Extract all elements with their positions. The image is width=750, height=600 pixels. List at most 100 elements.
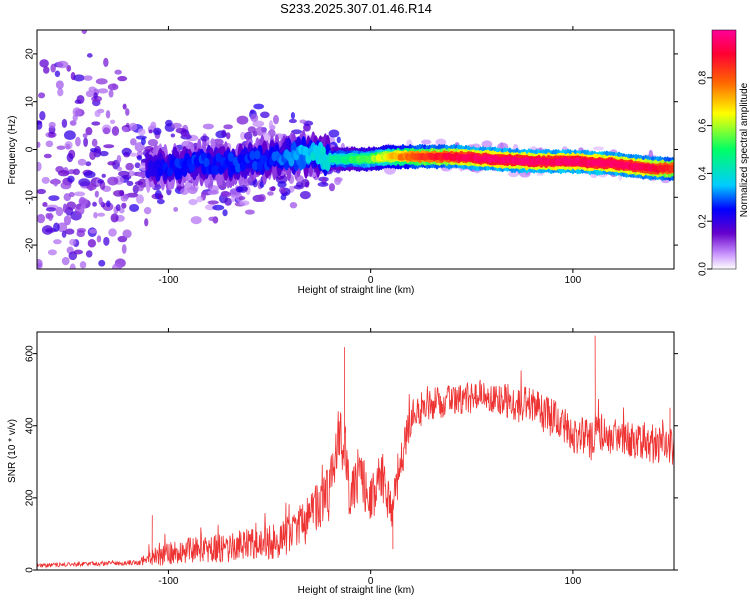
spectrogram-blob [78,178,91,187]
spectrogram-blob [129,152,138,157]
spectrogram-blob [103,57,109,68]
spectrogram-blob [129,203,140,212]
spectrogram-y-tick-label: -20 [25,237,36,252]
spectrogram-blob [122,126,130,133]
spectrogram-blob [121,244,127,254]
spectrogram-blob [39,59,49,68]
spectrogram-blob [134,181,144,186]
spectrogram-blob [50,63,56,73]
spectrogram-x-tick-label: -100 [158,275,178,286]
spectrogram-blob [112,263,122,269]
spectrogram-ridge-cell [230,163,237,174]
spectrogram-blob [109,119,116,125]
spectrogram-blob [101,310,112,319]
spectrogram-blob [212,204,225,211]
spectrogram-blob [99,150,109,157]
spectrogram-blob [236,186,244,193]
spectrogram-blob [181,132,191,138]
spectrogram-blob [73,74,85,82]
spectrogram-blob [98,196,103,205]
spectrogram-blob [328,183,336,192]
spectrogram-blob [130,138,137,146]
spectrogram-blob [45,140,54,148]
spectrogram-blob [144,218,149,227]
spectrogram-blob [63,215,72,226]
spectrogram-blob [180,187,189,196]
spectrogram-blob [135,194,144,204]
spectrogram-blob [317,182,329,187]
spectrogram-blob [132,184,139,194]
spectrogram-blob [121,202,127,209]
spectrogram-blob [267,191,274,196]
spectrogram-ridge-cell [218,165,225,175]
spectrogram-blob [114,69,122,75]
spectrogram-blob [97,212,106,217]
spectrogram-blob [96,235,102,243]
spectrogram-blob [80,204,87,210]
spectrogram-blob [288,118,297,124]
spectrogram-blob [301,179,310,188]
spectrogram-blob [85,127,93,136]
spectrogram-blob [244,209,255,215]
spectrogram-blob [108,300,119,309]
spectrogram-blob [48,195,60,202]
spectrogram-blob [91,121,101,126]
spectrogram-blob [280,194,287,201]
spectrogram-blob [53,178,59,187]
spectrogram-blob [190,216,202,225]
spectrogram-blob [116,166,123,172]
spectrogram-blob [127,170,136,177]
spectrogram-blob [54,70,61,78]
spectrogram-blob [92,201,97,207]
spectrogram-blob [221,129,227,138]
spectrogram-blob [236,115,249,125]
spectrogram-blob [87,238,97,248]
spectrogram-blob [62,203,67,213]
snr-frame [36,331,675,571]
spectrogram-blob [66,152,74,163]
spectrogram-blob [253,103,265,110]
spectrogram-blob [63,130,76,141]
spectrogram-blob [89,150,96,161]
spectrogram-blob [41,176,50,184]
spectrogram-blob [85,90,94,98]
spectrogram-blob [47,249,57,256]
colorbar-ticks: 0.0 0.2 0.4 0.6 0.8 [698,70,712,276]
spectrogram-blob [173,207,179,212]
spectrogram-y-tick-label: 0 [25,146,36,152]
spectrogram-blob [259,181,265,188]
spectrogram-blob [39,111,46,121]
spectrogram-blob [37,258,43,268]
spectrogram-blob [299,119,307,124]
spectrogram-blob [111,126,120,136]
spectrogram-blob [38,92,46,99]
colorbar-tick-label: 0.2 [698,214,709,228]
spectrogram-blob [299,190,311,200]
colorbar-tick-label: 0.8 [698,70,709,84]
spectrogram-blob [122,103,127,110]
spectrogram-ridge-cell [302,146,309,157]
spectrogram-blob [175,127,187,134]
spectrogram-blob [47,25,53,29]
spectrogram-blob [108,273,120,280]
spectrogram-blob [196,196,203,203]
spectrogram-blob [435,138,447,146]
spectrogram-blob [42,329,51,334]
spectrogram-blob [103,283,110,290]
spectrogram-blob [103,127,110,135]
spectrogram-ridge-cell [188,162,195,173]
snr-x-tick-label: -100 [158,576,178,587]
snr-x-axis-label: Height of straight line (km) [298,585,415,596]
spectrogram-blob [278,186,287,194]
spectrogram-blob [87,279,95,285]
spectrogram-blob [45,207,57,212]
spectrogram-blob [108,228,117,237]
spectrogram-blob [206,139,211,144]
spectrogram-blob [68,191,75,198]
spectrogram-blob [592,146,605,151]
spectrogram-blob [46,283,54,287]
spectrogram-blob [97,179,104,184]
spectrogram-blob [83,170,96,179]
spectrogram-blob [51,274,60,281]
spectrogram-blob [82,133,88,138]
